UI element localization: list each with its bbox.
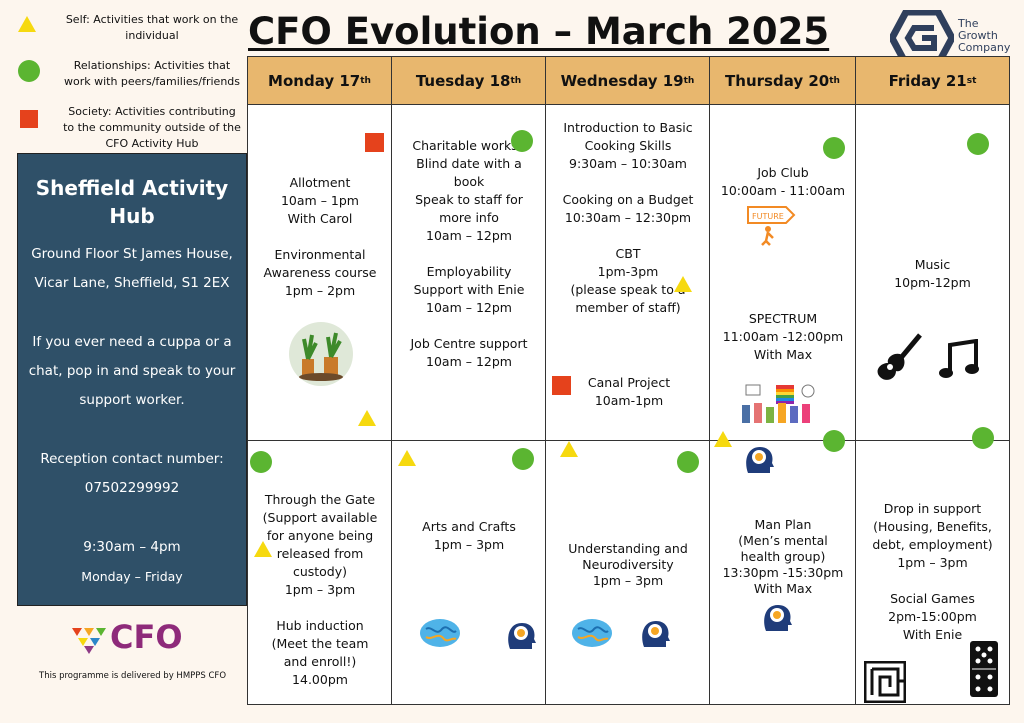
self-triangle-icon <box>358 410 376 426</box>
circle-icon <box>18 60 40 82</box>
logo-line3: Company <box>958 41 1011 54</box>
relationships-circle-icon <box>511 130 533 152</box>
cfo-arrows-icon <box>72 628 106 654</box>
info-panel: Sheffield Activity Hub Ground Floor St J… <box>17 153 247 606</box>
society-square-icon <box>552 376 571 395</box>
future-sign-text: FUTURE <box>752 212 784 221</box>
cell-monday-pm <box>248 441 392 704</box>
self-triangle-icon <box>714 431 732 447</box>
self-triangle-icon <box>254 541 272 557</box>
day-suffix: st <box>966 75 977 86</box>
legend-society: Society: Activities contributing to the … <box>10 102 242 150</box>
reception-label: Reception contact number: <box>40 451 224 467</box>
legend-self: Self: Activities that work on the indivi… <box>10 10 242 56</box>
cell-tuesday-pm <box>392 441 546 704</box>
legend: Self: Activities that work on the indivi… <box>10 10 242 150</box>
brain-icon <box>420 619 460 647</box>
cell-monday-am <box>248 105 392 441</box>
future-sign-icon: FUTURE <box>747 206 796 246</box>
footer-text: This programme is delivered by HMPPS CFO <box>39 671 227 681</box>
tuesday-am-activities: Charitable worksh Blind date with a book… <box>410 138 528 369</box>
friday-am-activities: Music 10pm-12pm <box>894 257 971 290</box>
music-note-icon <box>939 339 979 378</box>
cell-friday-am <box>856 105 1009 441</box>
day-suffix: th <box>683 75 695 86</box>
mental-health-head-icon <box>764 605 792 631</box>
relationships-circle-icon <box>823 430 845 452</box>
legend-society-text: Society: Activities contributing to the … <box>63 105 241 150</box>
cell-thursday-pm <box>710 441 856 704</box>
mental-health-head-icon <box>642 621 670 647</box>
logo-line1: The <box>958 17 979 30</box>
cell-tuesday-am <box>392 105 546 441</box>
panel-heading: Sheffield Activity Hub <box>35 176 229 228</box>
cell-wednesday-am <box>546 105 710 441</box>
thursday-job-club: Job Club 10:00am - 11:00am <box>720 165 846 198</box>
day-suffix: th <box>360 75 371 86</box>
cell-wednesday-pm <box>546 441 710 704</box>
guitar-icon <box>877 333 922 380</box>
legend-relationships: Relationships: Activities that work with… <box>10 56 242 102</box>
relationships-circle-icon <box>250 451 272 473</box>
self-triangle-icon <box>674 276 692 292</box>
opening-hours: 9:30am – 4pm <box>83 539 181 555</box>
day-label: Friday 21 <box>888 71 967 90</box>
cfo-logo-text: CFO <box>110 618 183 656</box>
day-suffix: th <box>829 75 840 86</box>
monday-pm-activities: Through the Gate (Support available for … <box>262 492 378 687</box>
relationships-circle-icon <box>972 427 994 449</box>
tuesday-pm-activities: Arts and Crafts 1pm – 3pm <box>422 519 516 552</box>
protest-crowd-icon <box>742 384 815 423</box>
panel-cuppa-line2: chat, pop in and speak to your <box>28 363 236 379</box>
mental-health-head-icon <box>746 447 774 473</box>
square-icon <box>20 110 38 128</box>
cell-thursday-am <box>710 105 856 441</box>
relationships-circle-icon <box>967 133 989 155</box>
legend-relationships-text: Relationships: Activities that work with… <box>63 59 241 88</box>
page-title: CFO Evolution – March 2025 <box>248 10 830 53</box>
panel-cuppa-line3: support worker. <box>79 392 185 408</box>
relationships-circle-icon <box>512 448 534 470</box>
cfo-logo: CFO <box>72 618 202 658</box>
legend-self-text: Self: Activities that work on the indivi… <box>65 13 239 42</box>
relationships-circle-icon <box>677 451 699 473</box>
panel-cuppa-line1: If you ever need a cuppa or a <box>32 334 232 350</box>
day-label: Wednesday 19 <box>560 71 684 90</box>
triangle-icon <box>18 16 36 32</box>
reception-number: 07502299992 <box>84 480 180 496</box>
day-suffix: th <box>510 75 522 86</box>
friday-pm-activities: Drop in support (Housing, Benefits, debt… <box>872 501 993 642</box>
mental-health-head-icon <box>508 623 536 649</box>
brain-icon <box>572 619 612 647</box>
day-label: Tuesday 18 <box>415 71 511 90</box>
allotment-plants-icon <box>289 322 353 386</box>
panel-address-line1: Ground Floor St James House, <box>31 246 233 262</box>
self-triangle-icon <box>398 450 416 466</box>
thursday-pm-activities: Man Plan (Men’s mental health group) 13:… <box>722 517 844 596</box>
day-label: Monday 17 <box>268 71 361 90</box>
day-label: Thursday 20 <box>725 71 830 90</box>
logo-line2: Growth <box>958 29 998 42</box>
society-square-icon <box>365 133 384 152</box>
domino-icon <box>970 641 998 697</box>
wednesday-am-activities: Introduction to Basic Cooking Skills 9:3… <box>562 120 694 315</box>
wednesday-pm-activities: Understanding and Neurodiversity 1pm – 3… <box>568 541 688 588</box>
self-triangle-icon <box>560 441 578 457</box>
relationships-circle-icon <box>823 137 845 159</box>
thursday-spectrum: SPECTRUM 11:00am -12:00pm With Max <box>722 311 844 362</box>
opening-days: Monday – Friday <box>81 569 183 584</box>
panel-address-line2: Vicar Lane, Sheffield, S1 2EX <box>34 275 230 291</box>
maze-icon <box>864 661 906 703</box>
monday-am-activities: Allotment 10am – 1pm With Carol Environm… <box>263 175 377 298</box>
wednesday-canal-project: Canal Project 10am-1pm <box>587 375 671 408</box>
